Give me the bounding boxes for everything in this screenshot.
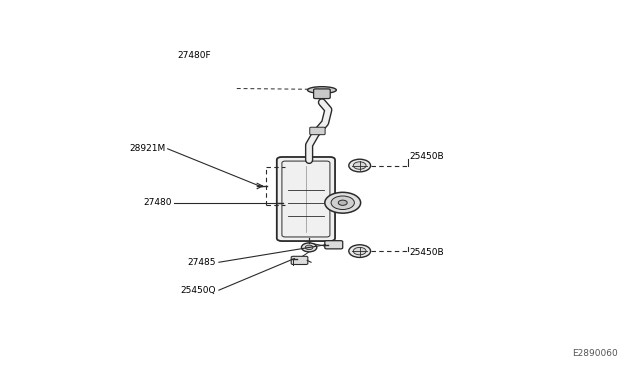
FancyBboxPatch shape xyxy=(314,89,330,99)
Text: 27480F: 27480F xyxy=(177,51,211,60)
FancyBboxPatch shape xyxy=(277,157,335,241)
Text: E2890060: E2890060 xyxy=(572,349,618,358)
Circle shape xyxy=(324,192,361,213)
Text: 25450B: 25450B xyxy=(410,152,444,161)
Circle shape xyxy=(301,243,317,252)
Circle shape xyxy=(338,200,347,205)
Circle shape xyxy=(353,162,366,169)
Circle shape xyxy=(305,245,313,250)
FancyBboxPatch shape xyxy=(324,241,343,249)
FancyBboxPatch shape xyxy=(291,256,308,264)
Circle shape xyxy=(349,245,371,257)
Circle shape xyxy=(349,159,371,172)
Text: 25450Q: 25450Q xyxy=(181,286,216,295)
Circle shape xyxy=(353,247,366,255)
Circle shape xyxy=(331,196,355,209)
Text: 25450B: 25450B xyxy=(410,248,444,257)
FancyBboxPatch shape xyxy=(310,127,325,135)
Text: 27485: 27485 xyxy=(188,258,216,267)
Ellipse shape xyxy=(308,87,337,93)
Text: 27480: 27480 xyxy=(143,198,172,207)
FancyBboxPatch shape xyxy=(329,199,343,206)
Text: 28921M: 28921M xyxy=(129,144,165,153)
